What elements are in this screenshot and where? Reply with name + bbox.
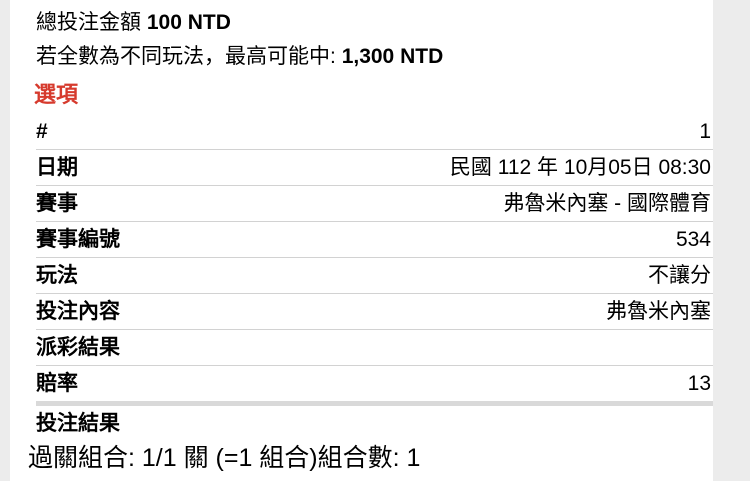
row-label: 派彩結果 [36,336,120,359]
table-row-index: # 1 [36,114,713,150]
table-row-play-type: 玩法 不讓分 [36,258,713,294]
row-label: 賽事編號 [36,228,120,251]
row-label: 投注內容 [36,300,120,323]
row-label: # [36,120,48,143]
row-label: 賽事 [36,192,78,215]
table-row-date: 日期 民國 112 年 10月05日 08:30 [36,150,713,186]
total-bet-line: 總投注金額 100 NTD [36,6,713,40]
table-row-bet-result: 投注結果 [36,406,713,441]
row-label: 日期 [36,156,78,179]
row-value: 不讓分 [648,264,711,287]
options-section-title: 選項 [34,82,79,107]
total-bet-amount: 100 NTD [146,11,231,34]
parlay-combo-summary: 過關組合: 1/1 關 (=1 組合)組合數: 1 [28,444,421,472]
row-label: 賠率 [36,372,78,395]
max-win-amount: 1,300 NTD [341,45,444,68]
row-value: 弗魯米內塞 [606,300,711,323]
table-row-odds: 賠率 13 [36,366,713,406]
row-label: 投注結果 [36,412,120,435]
row-value: 民國 112 年 10月05日 08:30 [449,156,711,179]
total-bet-label: 總投注金額 [36,11,141,34]
row-value: 534 [675,228,711,251]
row-value: 弗魯米內塞 - 國際體育 [503,192,711,215]
table-row-bet-content: 投注內容 弗魯米內塞 [36,294,713,330]
max-win-line: 若全數為不同玩法，最高可能中: 1,300 NTD [36,40,713,74]
bet-summary: 總投注金額 100 NTD 若全數為不同玩法，最高可能中: 1,300 NTD [36,6,713,74]
table-row-payout-result: 派彩結果 [36,330,713,366]
max-win-label: 若全數為不同玩法，最高可能中: [36,45,336,68]
row-label: 玩法 [36,264,78,287]
table-row-event: 賽事 弗魯米內塞 - 國際體育 [36,186,713,222]
table-row-event-number: 賽事編號 534 [36,222,713,258]
bet-options-table: # 1 日期 民國 112 年 10月05日 08:30 賽事 弗魯米內塞 - … [36,114,713,441]
bet-detail-panel: 總投注金額 100 NTD 若全數為不同玩法，最高可能中: 1,300 NTD … [10,0,713,481]
row-value: 1 [699,120,711,143]
row-value: 13 [687,372,711,395]
